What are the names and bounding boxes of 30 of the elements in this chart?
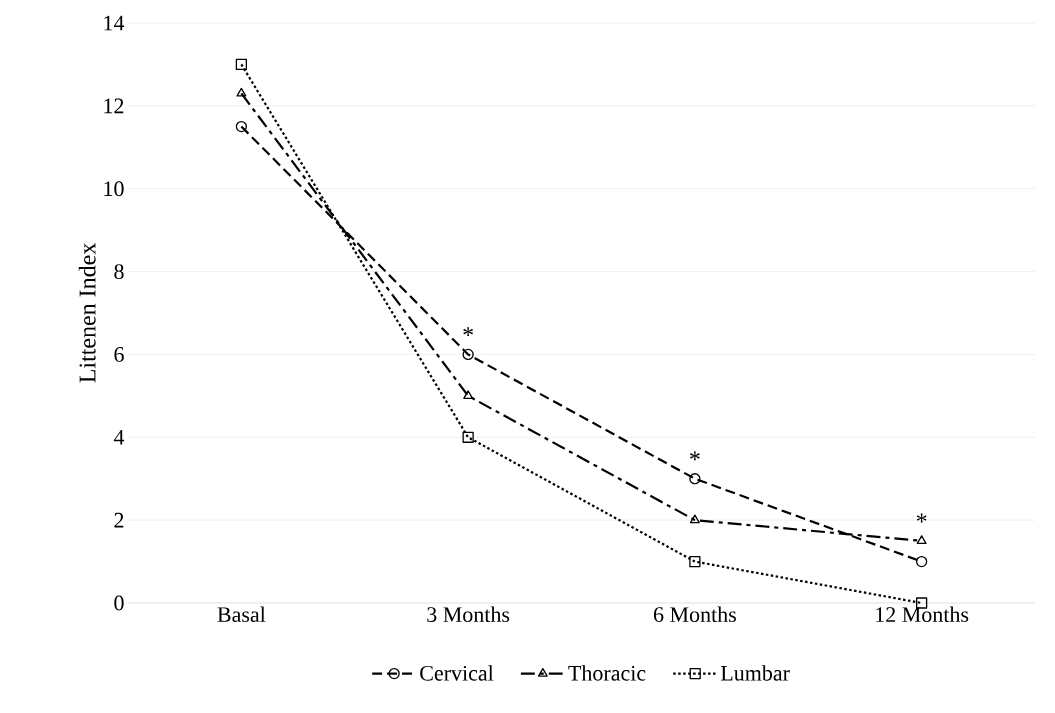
y-tick-label: 8 [114,264,124,279]
y-tick-label: 2 [114,512,124,528]
point [462,348,474,361]
point [235,58,248,71]
y-tick-label: 14 [104,15,125,31]
x-tick-label: 12 Months [876,606,969,622]
legend-label: Cervical [420,665,494,681]
y-axis-title: Littenen Index [78,242,96,383]
point [462,431,474,443]
point [916,535,927,544]
point [235,120,248,133]
point [689,555,701,568]
y-tick-label: 12 [104,98,124,114]
point [236,87,247,97]
x-tick-label: 6 Months [653,606,736,622]
annotation: * [690,451,700,461]
y-tick-label: 4 [113,430,125,445]
annotation: * [463,327,473,336]
annotation: * [916,513,927,523]
legend-label: Lumbar [720,665,790,681]
y-tick-label: 10 [104,181,124,197]
legend-label: Thoracic [568,665,646,681]
point [916,555,928,568]
point [689,514,700,524]
x-tick-label: 3 Months [427,606,510,622]
y-tick-label: 0 [114,595,124,611]
y-tick-label: 6 [114,347,124,362]
x-tick-label: Basal [217,606,266,622]
point [463,390,474,399]
point [689,473,701,485]
